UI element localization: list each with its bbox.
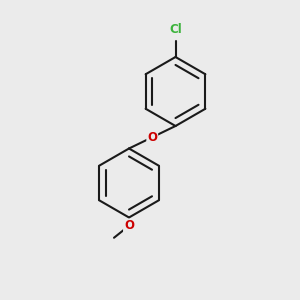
Text: O: O bbox=[124, 219, 134, 232]
Text: Cl: Cl bbox=[169, 23, 182, 36]
Text: O: O bbox=[147, 131, 157, 144]
